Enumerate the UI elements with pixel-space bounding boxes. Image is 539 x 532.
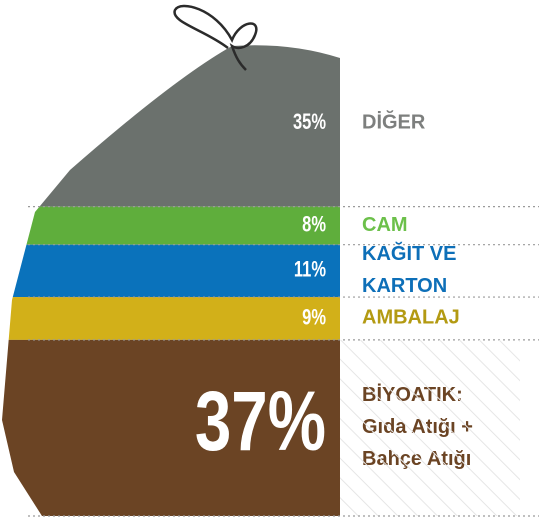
bag bbox=[2, 45, 340, 516]
bag-segment bbox=[2, 339, 340, 516]
category-label: KARTON bbox=[362, 275, 447, 297]
category-label: AMBALAJ bbox=[362, 307, 460, 329]
value-label: 35% bbox=[293, 110, 326, 135]
category-label: DİĞER bbox=[362, 110, 426, 134]
hatch-area bbox=[340, 339, 520, 516]
value-label: 37% bbox=[195, 374, 326, 468]
value-label: 8% bbox=[302, 212, 326, 237]
bag-segment bbox=[2, 297, 340, 340]
value-label: 9% bbox=[302, 305, 326, 330]
bag-segment bbox=[2, 206, 340, 245]
value-label: 11% bbox=[294, 257, 326, 282]
category-label: KAĞIT VE bbox=[362, 241, 456, 265]
bag-segment bbox=[2, 45, 340, 207]
bag-knot bbox=[173, 4, 258, 71]
category-label: CAM bbox=[362, 214, 408, 236]
bag-segment bbox=[2, 244, 340, 298]
